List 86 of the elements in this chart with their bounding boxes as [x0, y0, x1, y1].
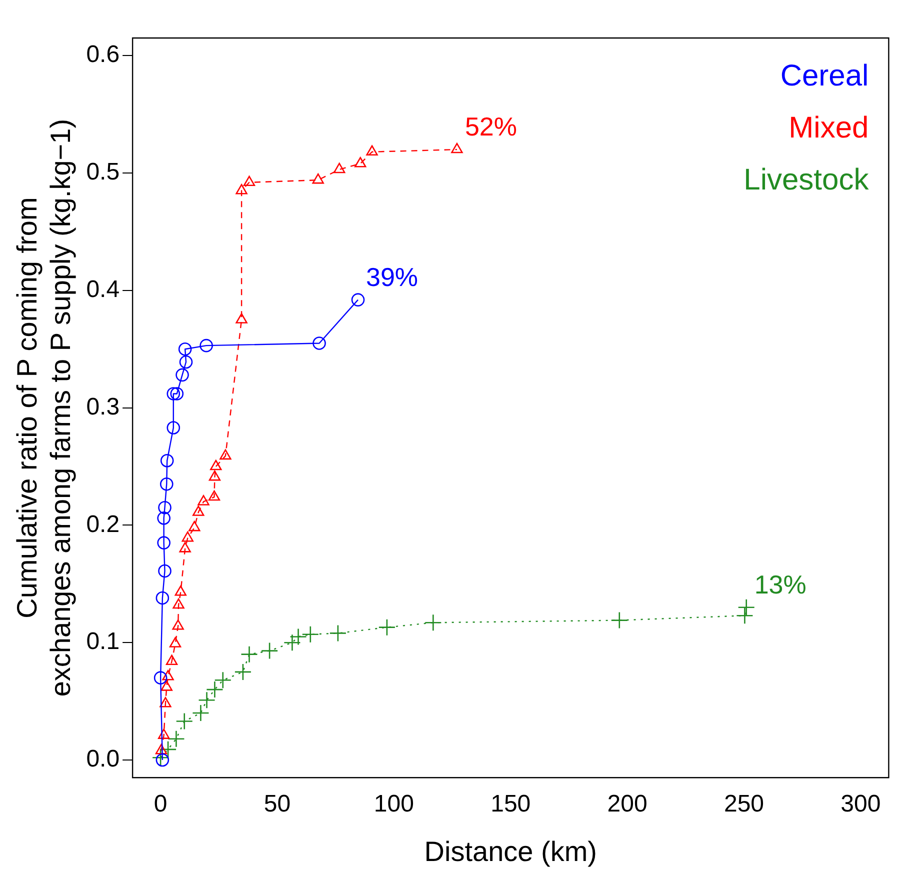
point	[424, 614, 442, 632]
point	[214, 672, 232, 689]
annotation: 52%	[464, 112, 517, 142]
point	[220, 449, 232, 460]
y-tick-label: 0.3	[86, 393, 120, 420]
x-tick-label: 300	[840, 790, 881, 818]
point	[192, 704, 210, 722]
point	[182, 531, 194, 542]
point	[206, 680, 224, 698]
point	[160, 477, 174, 491]
point	[179, 355, 193, 369]
x-tick-label: 150	[490, 790, 531, 818]
point	[178, 342, 192, 356]
point	[170, 387, 184, 400]
point	[333, 162, 346, 174]
point	[157, 512, 170, 525]
point	[158, 564, 172, 578]
point	[312, 173, 324, 184]
point	[736, 606, 754, 624]
x-tick-label: 250	[724, 790, 764, 818]
point	[157, 536, 170, 550]
point	[240, 646, 258, 663]
point	[236, 313, 248, 324]
point	[166, 387, 180, 400]
point	[260, 642, 278, 660]
y-axis-title: Cumulative ratio of P coming from exchanges among farms to P supply (kg.kg−1)	[12, 118, 76, 697]
point	[366, 145, 378, 156]
point	[200, 338, 213, 352]
point	[354, 156, 366, 168]
point	[188, 520, 200, 532]
y-tick-label: 0.5	[86, 158, 120, 186]
y-tick-label: 0.2	[86, 510, 120, 538]
point	[192, 506, 204, 516]
point	[329, 624, 347, 642]
x-tick-label: 50	[264, 790, 291, 818]
y-tick-label: 0.1	[86, 628, 120, 656]
point	[290, 628, 307, 646]
point	[208, 490, 220, 501]
point	[166, 421, 180, 434]
point	[172, 620, 184, 630]
point	[159, 740, 177, 758]
point	[210, 460, 222, 470]
x-tick-label: 200	[607, 790, 648, 818]
point	[236, 184, 248, 194]
point	[176, 368, 189, 382]
point	[738, 598, 755, 616]
point	[351, 293, 365, 306]
point	[176, 712, 194, 730]
y-tick-label: 0.4	[86, 276, 120, 304]
point	[284, 634, 301, 652]
text: Mixed	[788, 111, 869, 144]
point	[160, 454, 174, 468]
point	[154, 671, 168, 684]
annotation: 13%	[754, 570, 806, 600]
y-tick-label: 0.0	[86, 746, 120, 773]
point	[156, 753, 170, 767]
point	[160, 696, 172, 708]
point	[169, 637, 182, 648]
point	[312, 336, 326, 350]
point	[172, 598, 184, 609]
point	[160, 680, 172, 691]
point	[174, 585, 186, 596]
point	[168, 730, 185, 748]
x-tick-label: 0	[154, 790, 168, 818]
text: Cereal	[780, 59, 869, 92]
point	[198, 691, 216, 709]
point	[378, 618, 396, 636]
point	[302, 626, 320, 644]
y-tick-label: 0.6	[86, 41, 120, 68]
point	[234, 663, 252, 681]
point	[166, 654, 178, 666]
point	[158, 728, 170, 739]
point	[208, 470, 221, 481]
point	[158, 500, 172, 514]
point	[155, 744, 168, 754]
text: Livestock	[744, 163, 870, 196]
point	[198, 495, 210, 506]
x-axis-title: Distance (km)	[424, 836, 597, 867]
point	[243, 176, 256, 186]
point	[156, 591, 170, 605]
point	[610, 612, 628, 629]
point	[179, 542, 191, 552]
annotation: 39%	[366, 262, 418, 292]
point	[451, 142, 463, 154]
x-tick-label: 100	[374, 790, 414, 818]
point	[162, 670, 174, 680]
